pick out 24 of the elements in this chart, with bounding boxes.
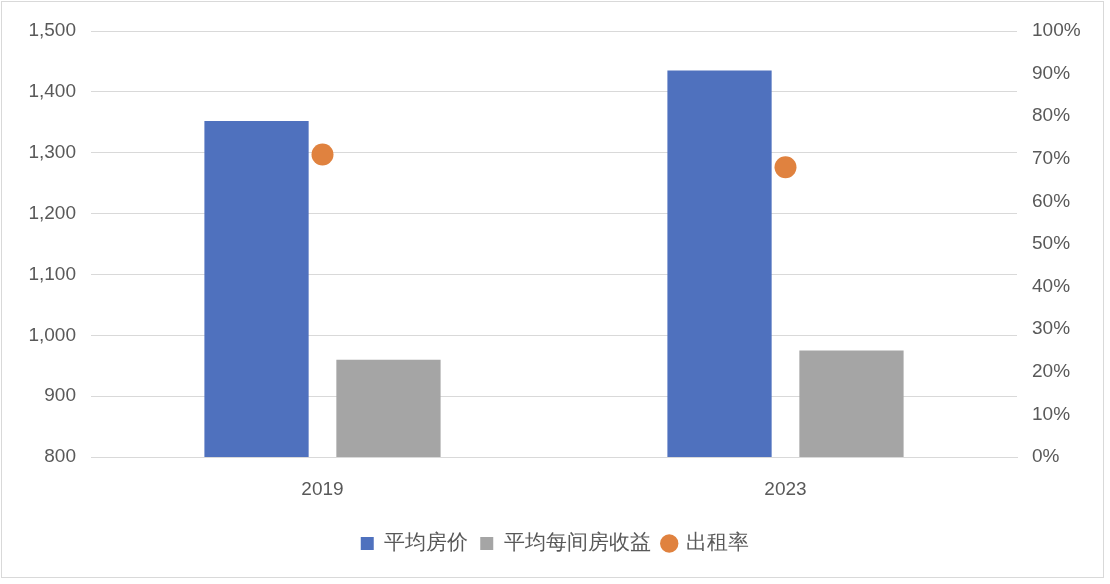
- y2-tick-label: 20%: [1032, 360, 1071, 382]
- y2-tick-label: 100%: [1032, 19, 1081, 41]
- x-tick-label: 2023: [764, 477, 807, 499]
- y2-tick-label: 60%: [1032, 189, 1071, 211]
- y-tick-label: 1,100: [28, 262, 76, 284]
- x-tick-label: 2019: [301, 477, 344, 499]
- y-tick-label: 1,500: [28, 19, 76, 41]
- y-tick-label: 800: [44, 445, 76, 467]
- y2-tick-label: 40%: [1032, 274, 1071, 296]
- legend-label: 出租率: [686, 530, 750, 554]
- y2-tick-label: 30%: [1032, 317, 1071, 339]
- y-tick-label: 1,200: [28, 201, 76, 223]
- y2-tick-label: 80%: [1032, 104, 1071, 126]
- y-tick-label: 1,300: [28, 140, 76, 162]
- y2-tick-label: 0%: [1032, 445, 1060, 467]
- legend-label: 平均每间房收益: [503, 530, 651, 554]
- y-tick-label: 1,000: [28, 323, 76, 345]
- y2-tick-label: 90%: [1032, 61, 1071, 83]
- y2-tick-label: 10%: [1032, 402, 1071, 424]
- legend-label: 平均房价: [384, 530, 469, 554]
- y-tick-label: 1,400: [28, 80, 76, 102]
- y2-tick-label: 50%: [1032, 232, 1071, 254]
- y-tick-label: 900: [44, 384, 76, 406]
- y2-tick-label: 70%: [1032, 147, 1071, 169]
